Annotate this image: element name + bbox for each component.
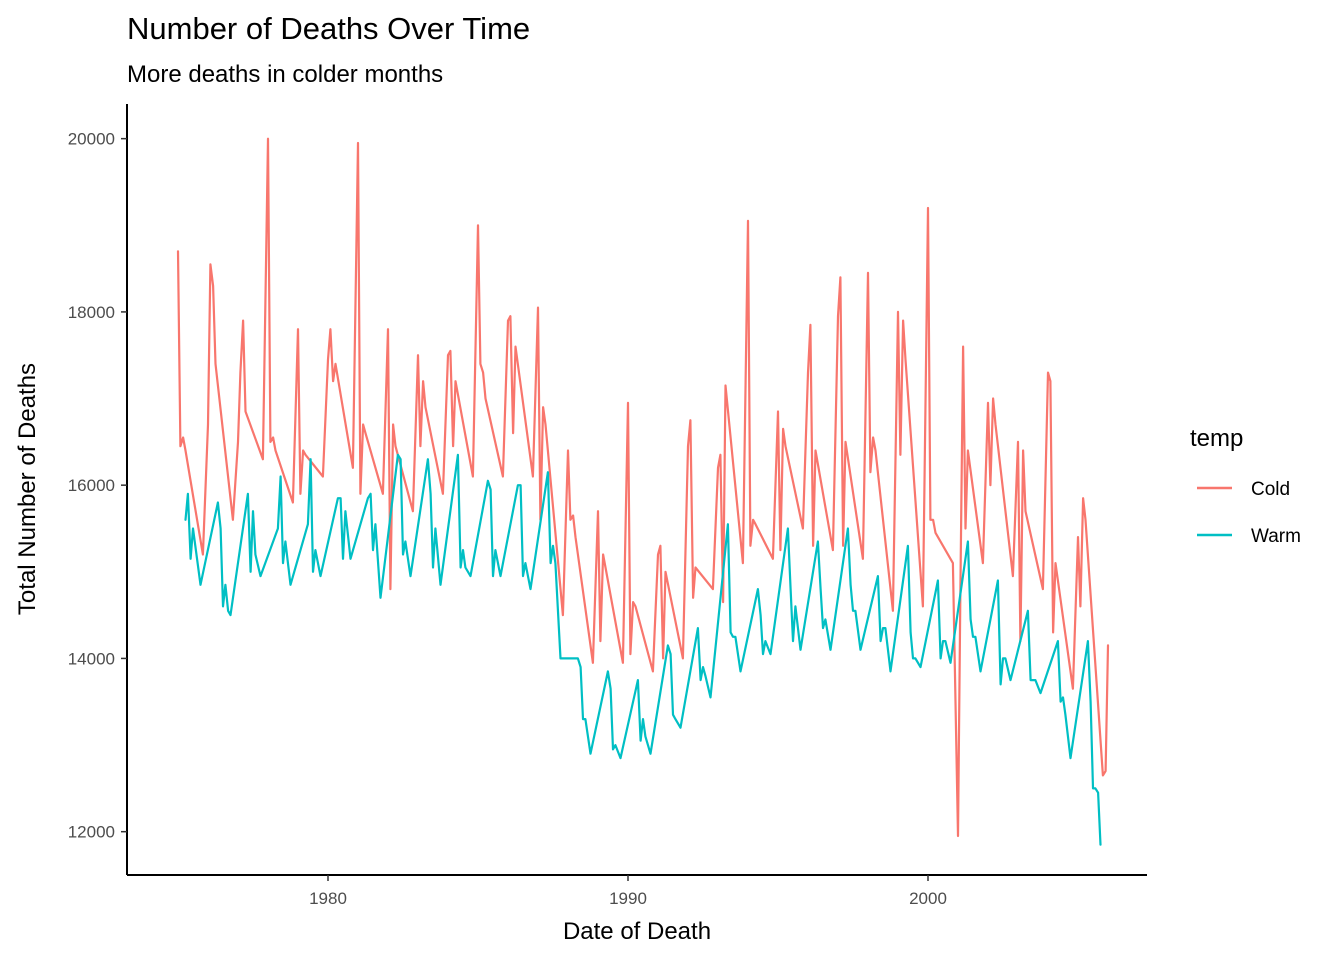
chart-title: Number of Deaths Over Time <box>127 11 530 46</box>
x-tick-label: 1980 <box>309 889 347 908</box>
legend-title: temp <box>1190 425 1243 452</box>
y-tick-label: 14000 <box>68 649 115 668</box>
y-tick-label: 18000 <box>68 303 115 322</box>
y-tick-label: 16000 <box>68 476 115 495</box>
x-tick-label: 1990 <box>609 889 647 908</box>
legend-label-warm: Warm <box>1251 526 1301 547</box>
series-line-cold <box>176 137 1110 838</box>
series-line-warm <box>184 453 1102 846</box>
y-axis-title: Total Number of Deaths <box>14 363 41 615</box>
y-tick-label: 12000 <box>68 823 115 842</box>
legend-label-cold: Cold <box>1251 479 1290 500</box>
x-axis-ticks: 1980 1990 2000 <box>309 875 947 908</box>
y-axis-ticks: 12000 14000 16000 18000 20000 <box>68 130 127 842</box>
series-layer <box>176 137 1110 846</box>
x-tick-label: 2000 <box>909 889 947 908</box>
chart-subtitle: More deaths in colder months <box>127 61 443 88</box>
y-tick-label: 20000 <box>68 130 115 149</box>
x-axis-title: Date of Death <box>563 918 711 945</box>
legend: temp Cold Warm <box>1190 425 1301 547</box>
